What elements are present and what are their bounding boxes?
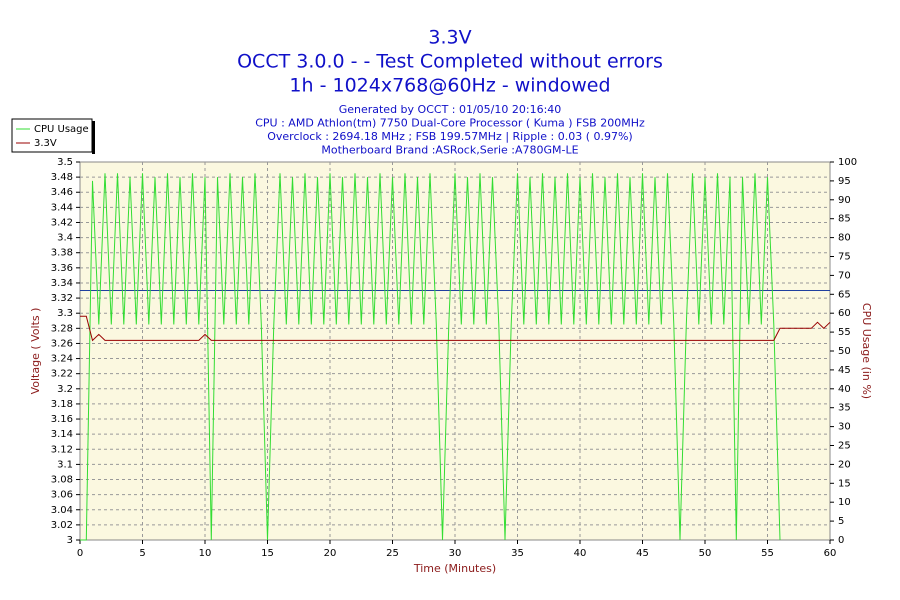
y-tick-label: 3.06 <box>51 490 73 501</box>
data-line <box>80 173 781 541</box>
x-tick-label: 15 <box>261 548 274 559</box>
y-tick-label: 3.2 <box>57 384 73 395</box>
x-tick-label: 30 <box>449 548 462 559</box>
y-tick-label: 3.1 <box>57 459 73 470</box>
y2-tick-label: 25 <box>838 441 851 452</box>
y2-tick-label: 70 <box>838 270 851 281</box>
y-tick-label: 3.34 <box>51 278 73 289</box>
y2-tick-label: 65 <box>838 289 851 300</box>
y2-tick-label: 10 <box>838 497 851 508</box>
y-tick-label: 3 <box>67 535 73 546</box>
y-tick-label: 3.36 <box>51 263 73 274</box>
y2-tick-label: 80 <box>838 233 851 244</box>
y2-tick-label: 55 <box>838 327 851 338</box>
x-tick-label: 35 <box>511 548 524 559</box>
y-tick-label: 3.22 <box>51 369 73 380</box>
y-tick-label: 3.12 <box>51 444 73 455</box>
y-tick-label: 3.18 <box>51 399 73 410</box>
y-axis-label: Voltage ( Volts ) <box>29 308 42 395</box>
legend <box>11 118 93 153</box>
y2-tick-label: 0 <box>838 535 844 546</box>
x-tick-label: 50 <box>699 548 712 559</box>
y2-tick-label: 5 <box>838 516 844 527</box>
y2-tick-label: 90 <box>838 195 851 206</box>
y2-tick-label: 20 <box>838 459 851 470</box>
y2-tick-label: 75 <box>838 252 851 263</box>
y-tick-label: 3.32 <box>51 293 73 304</box>
y-tick-label: 3.38 <box>51 248 73 259</box>
y2-tick-label: 30 <box>838 422 851 433</box>
y2-axis-label: CPU Usage (in %) <box>860 303 873 399</box>
y2-tick-label: 45 <box>838 365 851 376</box>
y-tick-label: 3.46 <box>51 187 73 198</box>
y2-tick-label: 50 <box>838 346 851 357</box>
y-tick-label: 3.02 <box>51 520 73 531</box>
x-axis-label: Time (Minutes) <box>413 562 496 575</box>
y-tick-label: 3.16 <box>51 414 73 425</box>
x-tick-label: 45 <box>636 548 649 559</box>
y-tick-label: 3.26 <box>51 338 73 349</box>
y-tick-label: 3.48 <box>51 172 73 183</box>
chart-title: 1h - 1024x768@60Hz - windowed <box>289 75 610 97</box>
y-tick-label: 3.04 <box>51 505 73 516</box>
chart-subtitle: CPU : AMD Athlon(tm) 7750 Dual-Core Proc… <box>255 117 645 130</box>
y2-tick-label: 15 <box>838 478 851 489</box>
y2-tick-label: 100 <box>838 157 857 168</box>
y2-tick-label: 60 <box>838 308 851 319</box>
y-tick-label: 3.4 <box>57 233 73 244</box>
chart-subtitle: Overclock : 2694.18 MHz ; FSB 199.57MHz … <box>267 130 632 143</box>
chart-subtitle: Generated by OCCT : 01/05/10 20:16:40 <box>339 103 562 116</box>
y-tick-label: 3.42 <box>51 217 73 228</box>
x-tick-label: 5 <box>139 548 145 559</box>
data-line <box>80 315 831 342</box>
y-tick-label: 3.08 <box>51 475 73 486</box>
y-tick-label: 3.5 <box>57 157 73 168</box>
y-tick-label: 3.3 <box>57 308 73 319</box>
y-tick-label: 3.44 <box>51 202 73 213</box>
x-tick-label: 0 <box>77 548 83 559</box>
y2-tick-label: 35 <box>838 403 851 414</box>
chart-title: 3.3V <box>428 27 471 49</box>
legend-label: CPU Usage <box>34 124 89 135</box>
y-tick-label: 3.14 <box>51 429 73 440</box>
y2-tick-label: 95 <box>838 176 851 187</box>
x-tick-label: 10 <box>199 548 212 559</box>
y2-tick-label: 40 <box>838 384 851 395</box>
x-tick-label: 20 <box>324 548 337 559</box>
legend-label: 3.3V <box>34 138 57 149</box>
x-tick-label: 40 <box>574 548 587 559</box>
legend-shadow <box>92 121 95 154</box>
chart-subtitle: Motherboard Brand :ASRock,Serie :A780GM-… <box>321 144 578 157</box>
y-tick-label: 3.28 <box>51 323 73 334</box>
x-tick-label: 60 <box>824 548 837 559</box>
x-tick-label: 55 <box>761 548 774 559</box>
chart-title: OCCT 3.0.0 - - Test Completed without er… <box>237 51 663 73</box>
y2-tick-label: 85 <box>838 214 851 225</box>
x-tick-label: 25 <box>386 548 399 559</box>
y-tick-label: 3.24 <box>51 354 73 365</box>
